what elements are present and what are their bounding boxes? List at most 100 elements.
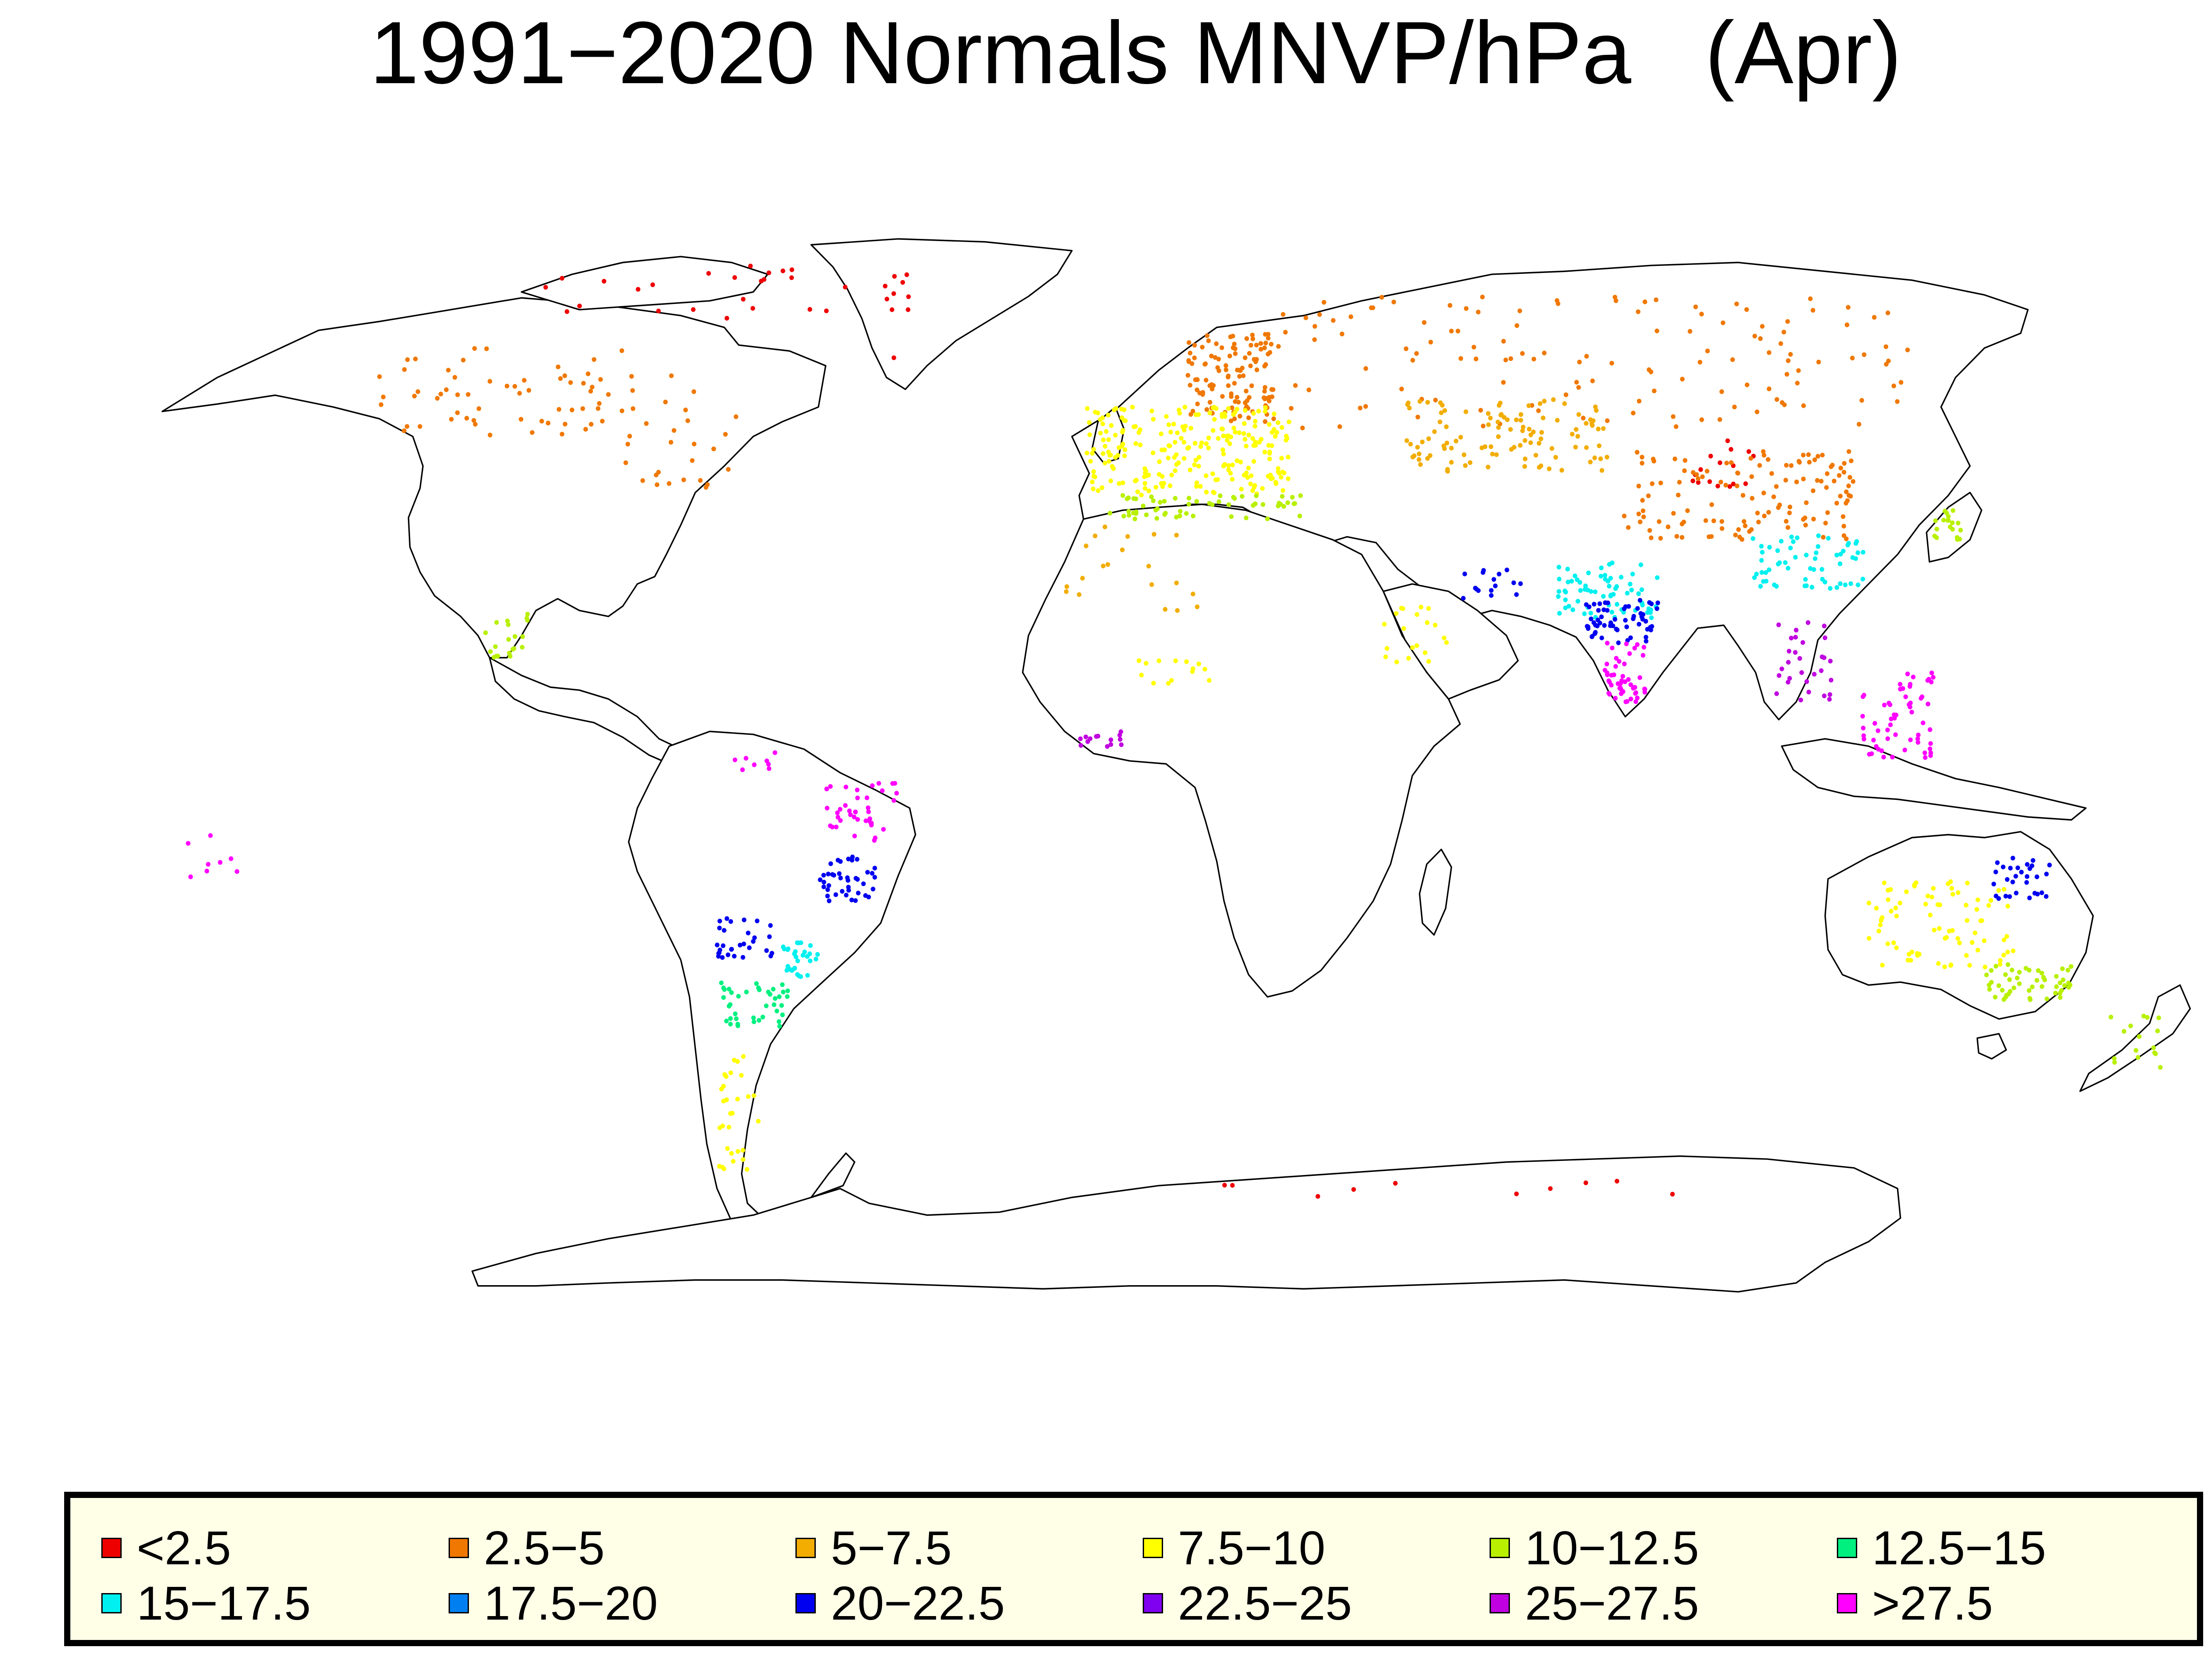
- station-point: [1802, 515, 1808, 520]
- station-point: [1520, 428, 1525, 433]
- station-point: [2155, 1029, 2160, 1033]
- station-point: [1902, 748, 1907, 753]
- station-point: [1286, 476, 1291, 481]
- station-point: [1846, 305, 1851, 310]
- station-point: [565, 309, 569, 314]
- station-point: [1254, 493, 1259, 498]
- station-point: [1638, 562, 1644, 567]
- station-point: [1760, 550, 1765, 555]
- station-point: [1936, 961, 1941, 966]
- station-point: [512, 634, 518, 639]
- station-point: [869, 822, 874, 828]
- station-point: [1715, 484, 1720, 488]
- station-point: [1104, 429, 1109, 434]
- station-point: [1604, 661, 1609, 667]
- station-point: [1169, 472, 1174, 477]
- station-point: [1221, 451, 1226, 457]
- station-point: [1467, 460, 1473, 465]
- station-point: [1932, 928, 1937, 933]
- station-point: [1796, 368, 1801, 373]
- station-point: [1173, 496, 1178, 501]
- station-point: [1609, 561, 1615, 565]
- station-point: [1171, 422, 1176, 426]
- station-point: [1881, 755, 1886, 760]
- station-point: [1520, 351, 1525, 356]
- station-point: [1207, 400, 1213, 405]
- station-point: [1598, 574, 1603, 579]
- station-point: [1421, 320, 1427, 325]
- station-point: [1826, 536, 1831, 541]
- station-point: [733, 1011, 738, 1016]
- station-point: [1635, 695, 1640, 700]
- station-point: [1184, 659, 1189, 664]
- station-point: [1222, 462, 1227, 467]
- tasmania-outline: [1976, 1033, 2007, 1060]
- legend-label: 2.5−5: [484, 1521, 605, 1574]
- legend-item: 10−12.5: [1490, 1520, 1837, 1575]
- station-point: [1746, 449, 1751, 454]
- station-point: [449, 417, 454, 422]
- station-point: [1406, 400, 1411, 405]
- station-point: [1422, 650, 1428, 655]
- station-point: [1861, 726, 1866, 730]
- station-point: [1784, 372, 1790, 377]
- station-point: [1078, 736, 1083, 741]
- station-point: [1206, 445, 1211, 450]
- station-point: [580, 406, 585, 411]
- station-point: [1190, 591, 1195, 596]
- station-point: [828, 823, 833, 828]
- station-point: [805, 973, 810, 978]
- station-point: [1709, 502, 1714, 507]
- station-point: [2017, 981, 2022, 986]
- station-point: [735, 1021, 740, 1027]
- station-point: [743, 756, 749, 761]
- station-point: [838, 818, 843, 823]
- station-point: [1489, 588, 1494, 593]
- station-point: [1893, 906, 1898, 910]
- station-point: [1614, 626, 1619, 632]
- station-point: [1759, 558, 1764, 563]
- station-point: [1789, 534, 1794, 539]
- legend-swatch: [1490, 1537, 1510, 1558]
- station-point: [630, 388, 635, 393]
- station-point: [1756, 519, 1761, 525]
- station-point: [1276, 344, 1281, 349]
- station-point: [2042, 977, 2047, 983]
- station-point: [1414, 351, 1419, 356]
- station-point: [654, 482, 660, 487]
- station-point: [1602, 623, 1607, 628]
- station-point: [2066, 980, 2071, 986]
- station-point: [1267, 350, 1272, 355]
- station-point: [1549, 446, 1555, 451]
- station-point: [1705, 468, 1709, 474]
- station-point: [1565, 567, 1570, 572]
- station-point: [2054, 984, 2059, 989]
- station-point: [1844, 489, 1849, 494]
- station-point: [2054, 974, 2059, 979]
- station-point: [1404, 438, 1409, 443]
- station-point: [1306, 388, 1311, 392]
- station-point: [1640, 603, 1645, 607]
- station-point: [625, 442, 630, 447]
- station-point: [1613, 696, 1618, 701]
- station-point: [1563, 597, 1568, 603]
- station-point: [627, 434, 632, 439]
- station-point: [1224, 367, 1229, 372]
- station-point: [2019, 870, 2024, 875]
- station-point: [1085, 406, 1090, 411]
- station-point: [1093, 410, 1098, 415]
- station-point: [1158, 500, 1163, 505]
- station-point: [494, 620, 499, 625]
- station-point: [2029, 863, 2035, 868]
- station-point: [1182, 440, 1187, 445]
- station-point: [1285, 500, 1290, 505]
- legend-swatch: [1142, 1593, 1163, 1613]
- station-point: [1903, 694, 1908, 699]
- station-point: [1928, 741, 1933, 746]
- station-point: [1916, 740, 1920, 745]
- station-point: [1636, 511, 1641, 516]
- station-point: [1743, 523, 1748, 528]
- legend-swatch: [795, 1537, 816, 1558]
- station-point: [1908, 737, 1913, 742]
- station-point: [1160, 484, 1165, 489]
